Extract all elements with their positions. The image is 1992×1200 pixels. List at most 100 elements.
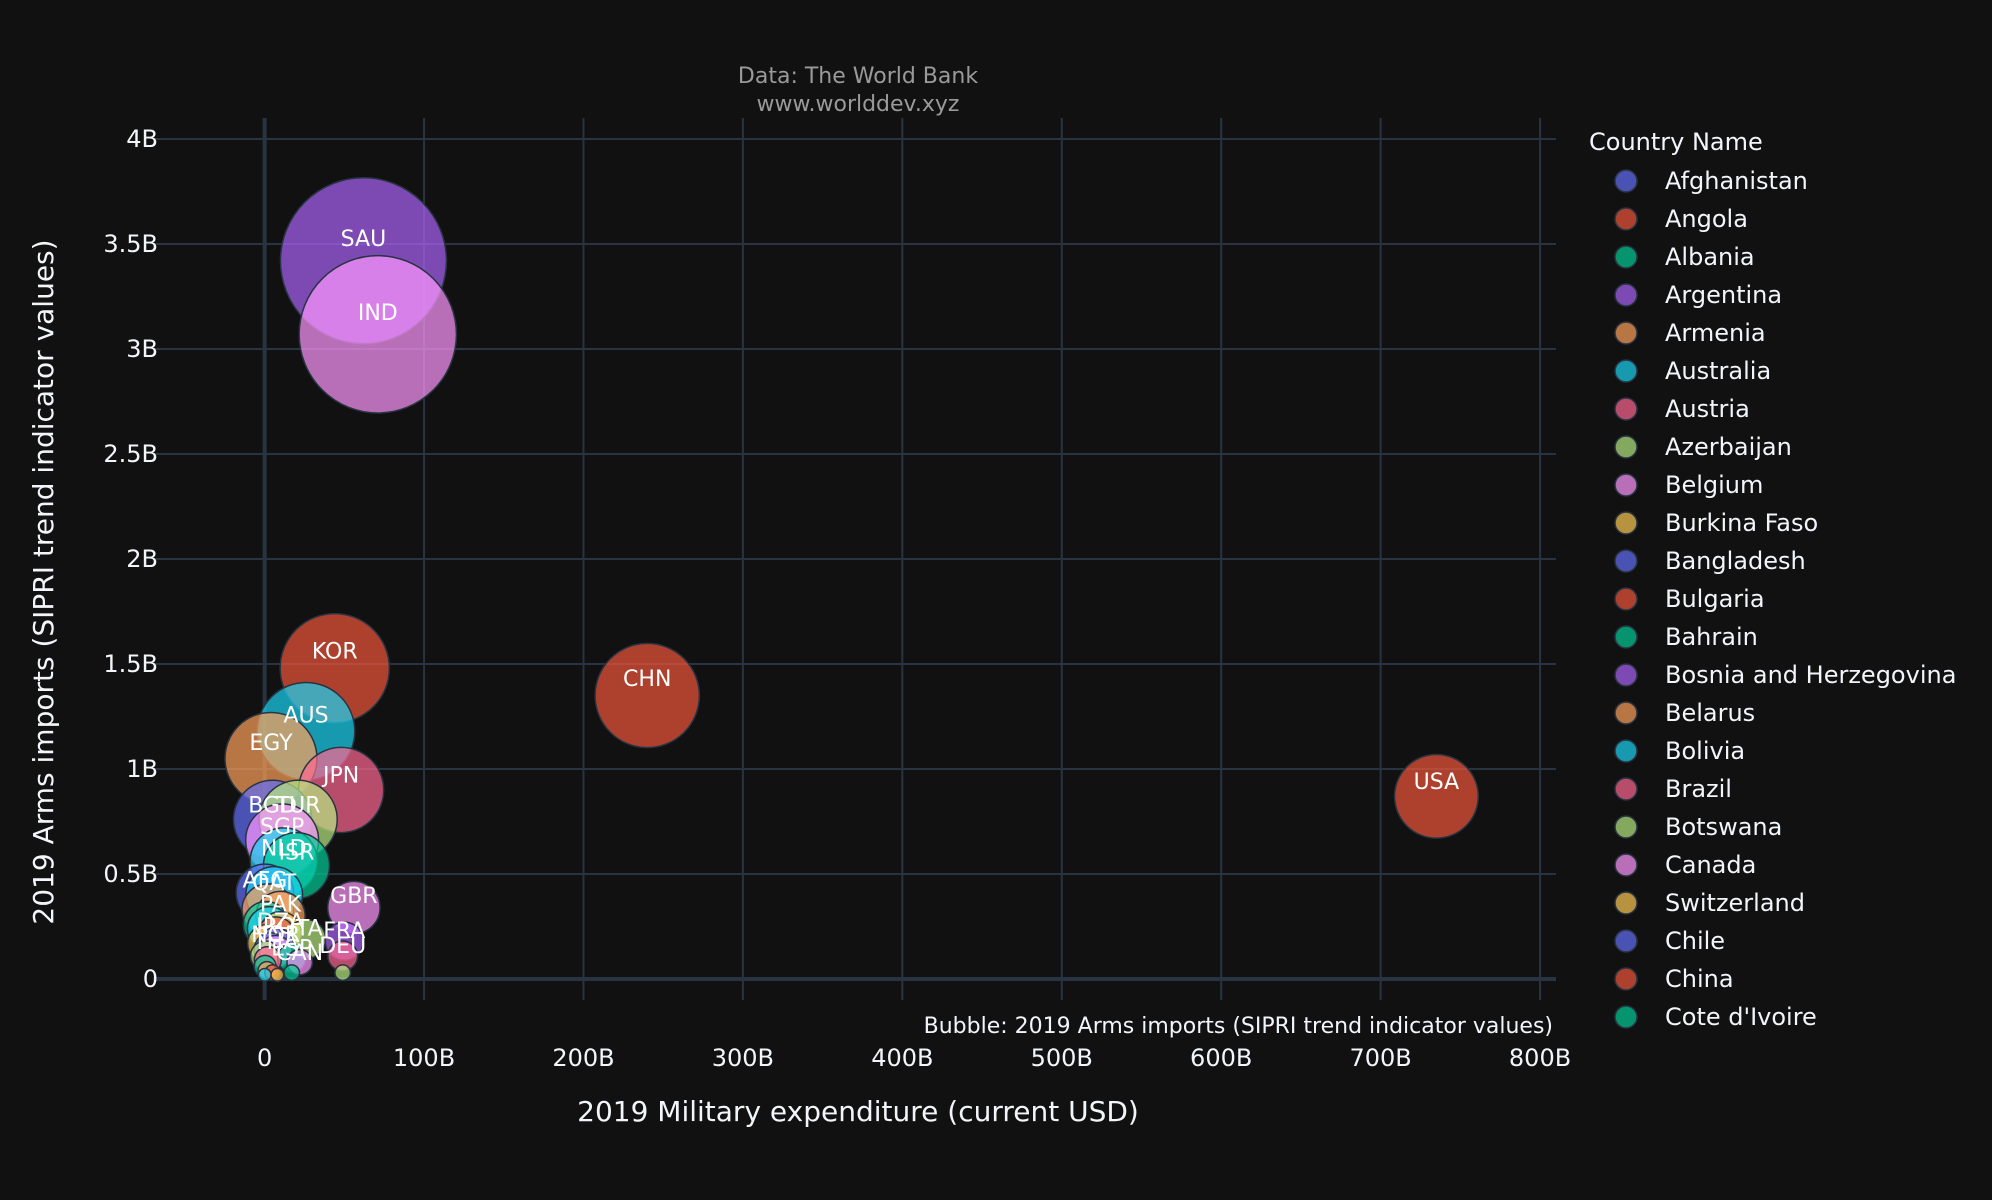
legend-item[interactable]: Australia — [1614, 357, 1771, 385]
legend-item[interactable]: Argentina — [1614, 281, 1782, 309]
bubble-country[interactable] — [283, 964, 301, 982]
legend-item[interactable]: Azerbaijan — [1614, 433, 1792, 461]
legend-item[interactable]: Afghanistan — [1614, 167, 1808, 195]
legend-marker — [1614, 321, 1638, 345]
y-axis-ticks: 0 0.5B 1B 1.5B 2B 2.5B 3B 3.5B 4B — [103, 125, 158, 993]
legend-label: Belgium — [1665, 471, 1763, 499]
legend-items[interactable]: Afghanistan Angola Albania Argentina Armenia… — [1614, 167, 1956, 1031]
x-tick-label: 500B — [1031, 1044, 1093, 1072]
bubble-country[interactable] — [334, 964, 352, 982]
legend-label: Bangladesh — [1665, 547, 1806, 575]
y-axis-title: 2019 Arms imports (SIPRI trend indicator… — [27, 239, 60, 924]
bubble-label: SGP — [260, 815, 304, 840]
legend-title: Country Name — [1589, 128, 1763, 156]
legend-marker — [1614, 283, 1638, 307]
legend-item[interactable]: Belarus — [1614, 699, 1755, 727]
bubble-chn[interactable] — [594, 642, 701, 749]
legend-marker — [1614, 663, 1638, 687]
legend-item[interactable]: Chile — [1614, 927, 1725, 955]
legend-marker — [1614, 359, 1638, 383]
legend-marker — [1614, 739, 1638, 763]
y-tick-label: 4B — [126, 125, 158, 153]
legend-item[interactable]: Cote d'Ivoire — [1614, 1003, 1817, 1031]
bubble-label: ESP — [271, 936, 312, 961]
legend-item[interactable]: Burkina Faso — [1614, 509, 1818, 537]
y-tick-label: 2B — [126, 545, 158, 573]
legend-item[interactable]: Bangladesh — [1614, 547, 1806, 575]
legend-item[interactable]: Brazil — [1614, 775, 1732, 803]
legend-label: Austria — [1665, 395, 1750, 423]
legend-item[interactable]: Angola — [1614, 205, 1748, 233]
legend-item[interactable]: China — [1614, 965, 1734, 993]
legend-marker — [1614, 625, 1638, 649]
legend-label: Argentina — [1665, 281, 1782, 309]
bubble-country[interactable] — [270, 967, 285, 982]
legend-label: Armenia — [1665, 319, 1766, 347]
bubble-label: PAK — [260, 893, 302, 918]
bubble-size-note: Bubble: 2019 Arms imports (SIPRI trend i… — [924, 1014, 1553, 1039]
legend-label: Botswana — [1665, 813, 1782, 841]
legend-item[interactable]: Botswana — [1614, 813, 1782, 841]
legend-marker — [1614, 853, 1638, 877]
bubble-label: CHN — [623, 667, 671, 692]
y-tick-label: 0 — [143, 965, 158, 993]
bubble-ind[interactable] — [298, 254, 458, 414]
legend-item[interactable]: Belgium — [1614, 471, 1763, 499]
legend-label: Azerbaijan — [1665, 433, 1792, 461]
x-axis-ticks: 0 100B 200B 300B 400B 500B 600B 700B 800B — [257, 1044, 1571, 1072]
bubble-label: QAT — [252, 871, 297, 896]
legend-label: Bosnia and Herzegovina — [1665, 661, 1956, 689]
legend-item[interactable]: Bosnia and Herzegovina — [1614, 661, 1956, 689]
legend-label: Chile — [1665, 927, 1725, 955]
bubble-label: USA — [1414, 770, 1460, 795]
bubble-label: CAN — [276, 941, 323, 966]
legend-item[interactable]: Canada — [1614, 851, 1756, 879]
legend-marker — [1614, 207, 1638, 231]
legend-item[interactable]: Albania — [1614, 243, 1755, 271]
bubble-usa[interactable] — [1393, 753, 1480, 839]
legend-label: Burkina Faso — [1665, 509, 1818, 537]
legend-marker — [1614, 701, 1638, 725]
legend-item[interactable]: Bulgaria — [1614, 585, 1765, 613]
x-tick-label: 100B — [393, 1044, 455, 1072]
legend-item[interactable]: Bahrain — [1614, 623, 1758, 651]
bubble-label: NOR — [251, 923, 300, 948]
x-tick-label: 200B — [552, 1044, 614, 1072]
legend-marker — [1614, 967, 1638, 991]
legend-label: Bulgaria — [1665, 585, 1765, 613]
legend-label: Bolivia — [1665, 737, 1745, 765]
bubble-label: TUR — [275, 793, 321, 818]
legend-label: Brazil — [1665, 775, 1732, 803]
bubble-country[interactable] — [257, 967, 272, 982]
legend-item[interactable]: Armenia — [1614, 319, 1766, 347]
legend-item[interactable]: Austria — [1614, 395, 1750, 423]
legend-item[interactable]: Switzerland — [1614, 889, 1805, 917]
legend-marker — [1614, 169, 1638, 193]
bubble-label: DEU — [319, 934, 366, 959]
legend-item[interactable]: Bolivia — [1614, 737, 1745, 765]
legend-marker — [1614, 435, 1638, 459]
x-tick-label: 300B — [712, 1044, 774, 1072]
legend-marker — [1614, 397, 1638, 421]
legend-marker — [1614, 815, 1638, 839]
legend-label: Canada — [1665, 851, 1756, 879]
y-tick-label: 3.5B — [103, 230, 158, 258]
bubble-label: FRA — [323, 919, 365, 944]
bubble-label: AFG — [243, 869, 288, 894]
bubble-label: BGD — [248, 793, 297, 818]
y-tick-label: 3B — [126, 335, 158, 363]
y-tick-label: 1B — [126, 755, 158, 783]
legend-label: Australia — [1665, 357, 1771, 385]
legend-marker — [1614, 511, 1638, 535]
bubble-label: JPN — [321, 763, 359, 788]
legend-marker — [1614, 245, 1638, 269]
x-tick-label: 700B — [1349, 1044, 1411, 1072]
y-tick-label: 2.5B — [103, 440, 158, 468]
legend-marker — [1614, 549, 1638, 573]
x-tick-label: 400B — [871, 1044, 933, 1072]
legend[interactable]: Country Name Afghanistan Angola Albania Arg… — [1589, 128, 1956, 1031]
bubble-label: NLD — [261, 836, 307, 861]
legend-marker — [1614, 1005, 1638, 1029]
